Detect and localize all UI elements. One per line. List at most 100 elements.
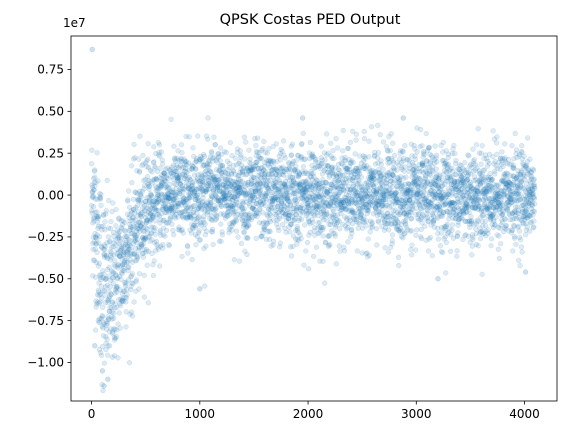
data-point	[518, 244, 525, 250]
data-point	[115, 355, 121, 361]
data-point	[117, 247, 124, 253]
data-point	[386, 227, 392, 233]
data-point	[168, 116, 174, 123]
data-point	[140, 235, 146, 241]
data-point	[145, 156, 151, 162]
data-point	[330, 208, 337, 214]
data-point	[104, 266, 111, 273]
data-point	[143, 225, 149, 231]
data-point	[190, 145, 196, 151]
data-point	[123, 279, 129, 285]
data-point	[377, 131, 383, 138]
data-point	[96, 280, 102, 286]
data-point	[140, 236, 147, 242]
data-point	[107, 293, 113, 300]
data-point	[112, 301, 118, 307]
data-point	[289, 141, 296, 147]
data-point	[128, 208, 134, 214]
data-point	[152, 231, 158, 238]
data-point	[137, 211, 143, 218]
data-point	[301, 262, 307, 268]
data-point	[95, 225, 101, 232]
data-point	[93, 298, 99, 304]
data-point	[141, 207, 148, 213]
data-point	[400, 115, 406, 121]
data-point	[91, 168, 98, 174]
data-point	[98, 223, 104, 230]
data-point	[341, 248, 348, 254]
data-point	[110, 280, 117, 287]
data-point	[282, 155, 288, 161]
data-point	[128, 287, 134, 293]
data-point	[127, 257, 134, 263]
data-point	[135, 219, 142, 226]
data-point	[123, 324, 129, 330]
data-point	[203, 243, 209, 249]
data-point	[102, 292, 108, 298]
data-point	[114, 227, 120, 234]
data-point	[429, 253, 435, 259]
data-point	[122, 220, 128, 226]
data-point	[120, 222, 126, 228]
data-point	[130, 214, 136, 221]
data-point	[99, 381, 105, 388]
data-point	[466, 153, 472, 159]
data-point	[98, 283, 104, 289]
data-point	[103, 208, 109, 214]
data-point	[288, 152, 295, 158]
data-point	[118, 296, 124, 302]
data-point	[107, 278, 114, 284]
data-point	[113, 283, 119, 290]
data-point	[310, 219, 316, 226]
data-point	[133, 279, 139, 285]
data-point	[92, 246, 98, 252]
data-point	[106, 329, 113, 335]
data-point	[479, 271, 485, 277]
data-point	[123, 228, 129, 235]
data-point	[493, 214, 499, 220]
data-point	[99, 323, 105, 329]
data-point	[119, 298, 125, 304]
data-point	[100, 212, 107, 219]
data-point	[112, 326, 118, 332]
data-point	[113, 272, 119, 278]
data-point	[130, 241, 136, 247]
data-point	[196, 228, 202, 234]
data-point	[93, 241, 99, 247]
data-point	[99, 314, 106, 320]
data-point	[132, 189, 138, 195]
data-point	[94, 249, 100, 256]
data-point	[517, 228, 523, 234]
x-tick-label: 3000	[401, 407, 432, 421]
data-point	[108, 218, 114, 225]
data-point	[510, 248, 516, 254]
data-point	[118, 248, 124, 254]
data-point	[354, 248, 360, 254]
data-point	[123, 248, 130, 255]
data-point	[90, 194, 96, 200]
data-point	[209, 226, 216, 232]
data-point	[513, 241, 519, 247]
data-point	[519, 142, 525, 149]
data-point	[160, 242, 166, 248]
data-point	[111, 315, 117, 322]
data-point	[139, 200, 145, 206]
data-point	[141, 203, 148, 209]
data-point	[92, 174, 98, 180]
data-point	[403, 174, 409, 180]
data-point	[107, 238, 113, 244]
data-point	[112, 271, 119, 277]
data-point	[331, 156, 337, 162]
data-point	[119, 226, 125, 232]
data-point	[158, 149, 165, 155]
data-point	[313, 244, 320, 250]
data-point	[485, 227, 491, 233]
data-point	[145, 141, 151, 147]
data-point	[152, 225, 158, 231]
data-point	[111, 310, 117, 316]
data-point	[203, 228, 210, 234]
data-point	[113, 333, 120, 340]
data-point	[531, 176, 537, 182]
data-point	[104, 320, 110, 327]
